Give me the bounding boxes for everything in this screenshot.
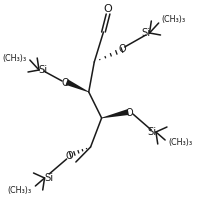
Polygon shape [102,109,129,118]
Text: Si: Si [45,173,54,183]
Text: (CH₃)₃: (CH₃)₃ [169,137,193,147]
Text: Si: Si [148,127,157,137]
Text: O: O [125,108,133,118]
Text: Si: Si [38,65,47,75]
Text: O: O [119,44,127,54]
Polygon shape [66,79,89,92]
Text: (CH₃)₃: (CH₃)₃ [162,14,186,24]
Text: O: O [62,78,70,88]
Text: O: O [66,151,73,161]
Text: (CH₃)₃: (CH₃)₃ [2,53,26,63]
Text: Si: Si [141,28,150,38]
Text: O: O [104,4,112,14]
Text: (CH₃)₃: (CH₃)₃ [7,186,32,194]
